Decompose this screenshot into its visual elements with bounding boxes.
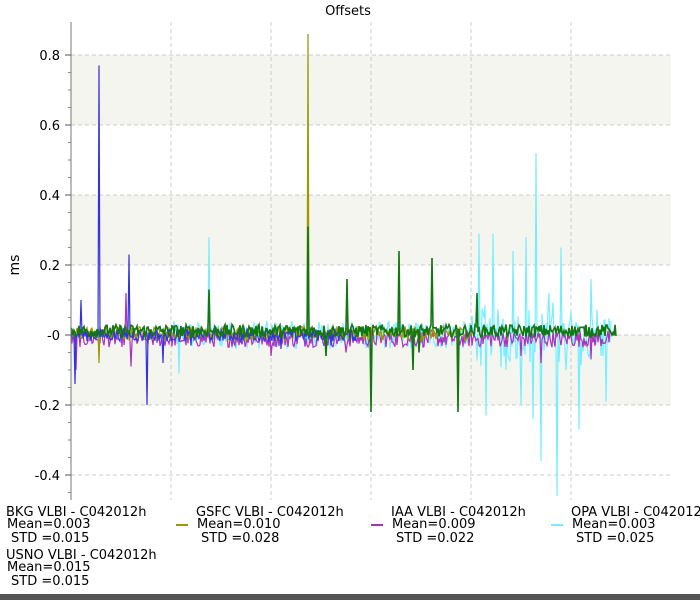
legend-mean: Mean=0.003 <box>7 517 91 532</box>
legend-series-name: BKG VLBI - C042012h <box>6 505 146 520</box>
legend-mean: Mean=0.009 <box>392 517 476 532</box>
legend-series-name: USNO VLBI - C042012h <box>6 548 157 563</box>
legend-series-name: IAA VLBI - C042012h <box>391 505 526 520</box>
series-layer <box>70 33 617 497</box>
legend-series-name: GSFC VLBI - C042012h <box>196 505 344 520</box>
y-tick-label-4: 0.4 <box>39 189 60 204</box>
legend-std: STD =0.028 <box>201 531 279 546</box>
y-tick-label-0: -0.4 <box>35 469 60 484</box>
legend-std: STD =0.015 <box>11 574 89 589</box>
legend-mean: Mean=0.010 <box>197 517 281 532</box>
y-axis-ticks: -0.4 -0.2 -0 0.2 0.4 0.6 0.8 <box>35 49 71 493</box>
legend-mean: Mean=0.003 <box>572 517 656 532</box>
y-axis-label: ms <box>7 255 23 276</box>
bottom-border <box>0 594 700 600</box>
legend-std: STD =0.022 <box>396 531 474 546</box>
series-line-4 <box>70 226 617 413</box>
legend-series-name: OPA VLBI - C042012h <box>571 505 700 520</box>
y-tick-label-1: -0.2 <box>35 399 60 414</box>
y-tick-label-3: 0.2 <box>39 259 60 274</box>
y-tick-label-6: 0.8 <box>39 49 60 64</box>
chart-title: Offsets <box>325 4 371 19</box>
legend-std: STD =0.025 <box>576 531 654 546</box>
y-tick-label-5: 0.6 <box>39 119 60 134</box>
series-line-2 <box>70 292 612 371</box>
legend-mean: Mean=0.015 <box>7 560 91 575</box>
legend-std: STD =0.015 <box>11 531 89 546</box>
y-tick-label-2: -0 <box>47 329 60 344</box>
